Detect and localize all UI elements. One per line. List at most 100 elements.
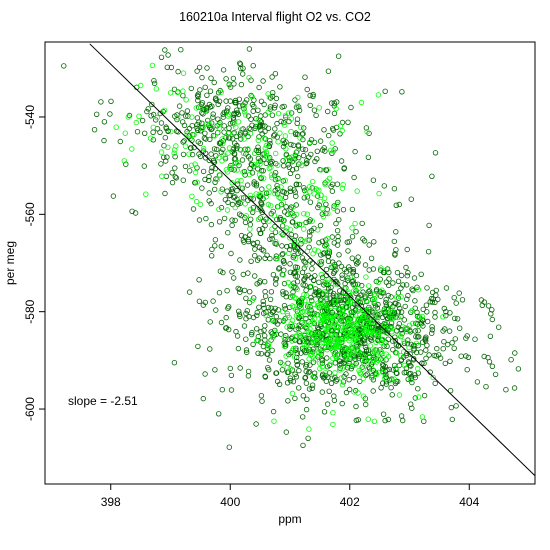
data-point	[328, 324, 335, 330]
data-point	[456, 290, 462, 296]
data-point	[329, 331, 335, 337]
data-point	[187, 145, 194, 151]
data-point	[301, 125, 307, 131]
data-point	[238, 177, 244, 184]
data-point	[323, 292, 329, 298]
data-point	[406, 344, 412, 351]
data-point	[338, 263, 345, 270]
data-point	[213, 307, 219, 313]
data-point	[267, 154, 273, 161]
data-point	[424, 285, 430, 291]
data-point	[215, 101, 221, 108]
data-point	[122, 130, 128, 136]
data-point	[253, 421, 259, 427]
data-point	[257, 123, 263, 130]
y-axis: -540 -560 -580 -600	[23, 105, 45, 421]
data-point	[239, 157, 246, 163]
data-point	[247, 195, 254, 202]
y-tick-label: -580	[23, 299, 37, 323]
data-point	[171, 360, 178, 366]
data-point	[180, 92, 186, 99]
data-point	[158, 54, 165, 60]
data-point	[252, 252, 258, 259]
data-point	[333, 299, 339, 305]
data-point	[414, 309, 420, 316]
data-point	[322, 370, 329, 376]
data-point	[230, 275, 237, 281]
data-point	[251, 103, 257, 110]
data-point	[243, 336, 249, 342]
data-point	[218, 89, 224, 95]
data-point	[303, 335, 309, 341]
data-point	[243, 97, 250, 103]
data-point	[280, 178, 286, 184]
data-point	[395, 278, 402, 284]
data-point	[452, 315, 458, 322]
data-point	[441, 305, 447, 312]
data-point	[299, 162, 305, 169]
data-point	[273, 95, 280, 102]
data-point	[150, 137, 156, 143]
data-point	[392, 251, 398, 257]
data-point	[339, 335, 346, 341]
data-point	[445, 341, 451, 348]
data-point	[330, 347, 336, 354]
data-point	[266, 357, 273, 363]
data-point	[398, 313, 404, 320]
data-point	[324, 347, 330, 353]
data-point	[227, 365, 233, 372]
data-point	[243, 349, 250, 356]
data-point	[319, 389, 325, 395]
data-point	[260, 78, 266, 84]
data-point	[296, 104, 302, 110]
data-point	[292, 371, 298, 377]
data-point	[319, 211, 325, 217]
data-point	[206, 101, 213, 108]
data-point	[284, 225, 290, 231]
data-point	[297, 297, 304, 303]
data-point	[202, 371, 208, 377]
data-point	[371, 295, 378, 302]
data-point	[314, 148, 320, 154]
data-point	[237, 289, 243, 295]
data-point	[158, 149, 165, 155]
data-point	[333, 328, 339, 335]
data-point	[343, 355, 349, 361]
chart-title: 160210a Interval flight O2 vs. CO2	[179, 10, 371, 24]
data-point	[328, 338, 334, 345]
data-point	[343, 322, 349, 328]
data-point	[451, 345, 457, 351]
data-point	[302, 146, 309, 153]
data-point	[337, 288, 343, 294]
data-point	[367, 343, 373, 349]
data-point	[377, 276, 383, 282]
data-point	[159, 173, 165, 179]
data-point	[346, 359, 353, 365]
data-point	[225, 229, 231, 236]
data-point	[221, 109, 227, 115]
data-point	[219, 136, 225, 142]
data-point	[337, 131, 343, 137]
data-point	[164, 154, 170, 160]
data-point	[329, 188, 336, 194]
data-point	[246, 125, 252, 131]
data-point	[329, 140, 335, 146]
data-point	[333, 105, 339, 112]
data-point	[284, 324, 290, 330]
data-point	[241, 323, 248, 329]
data-point	[144, 108, 150, 115]
data-point	[247, 130, 254, 137]
data-point	[250, 196, 257, 202]
data-point	[262, 333, 268, 339]
data-point	[303, 368, 309, 375]
data-point	[315, 330, 321, 336]
data-point	[199, 125, 206, 132]
data-point	[270, 308, 277, 314]
data-point	[189, 193, 195, 199]
data-point	[326, 388, 332, 394]
data-point	[503, 387, 509, 393]
data-point	[331, 397, 338, 404]
data-point	[202, 176, 208, 183]
data-point	[179, 110, 185, 116]
data-point	[216, 154, 222, 161]
